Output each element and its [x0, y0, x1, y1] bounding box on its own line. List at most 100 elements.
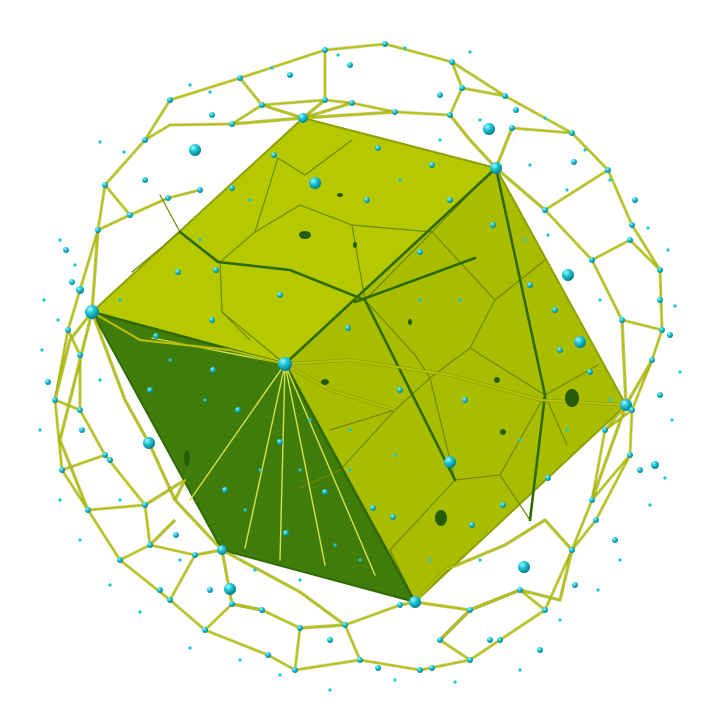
vertex-node-icon	[209, 317, 215, 323]
vertex-node-icon	[612, 537, 618, 543]
vertex-node-icon	[667, 332, 673, 338]
top-face-line	[221, 311, 286, 365]
wire-front-edge	[302, 102, 353, 119]
wire-front-edge	[621, 319, 627, 406]
vertex-node-icon	[447, 197, 453, 203]
face-subdivision-lines	[90, 139, 599, 604]
particle-dot-icon	[298, 578, 302, 582]
wire-back-edge	[591, 409, 633, 501]
wire-front-edge	[439, 609, 471, 641]
vertex-node-icon	[437, 92, 443, 98]
wireframe-back	[53, 42, 664, 672]
particle-dot-icon	[203, 398, 207, 402]
particle-dot-icon	[336, 53, 340, 57]
wire-front-edge	[519, 549, 573, 601]
vertex-node-icon	[65, 327, 71, 333]
vertex-node-icon	[571, 159, 577, 165]
hole-icon	[353, 242, 357, 248]
vertex-node-icon	[589, 257, 595, 263]
vertex-node-icon	[527, 282, 533, 288]
right-face-line	[499, 474, 531, 521]
particle-dot-icon	[38, 428, 42, 432]
vertex-node-icon	[469, 522, 475, 528]
vertex-node-icon	[587, 369, 593, 375]
vertex-node-large-icon	[490, 162, 502, 174]
particle-dot-icon	[565, 188, 569, 192]
vertex-node-icon	[327, 637, 333, 643]
wire-back-edge	[344, 604, 401, 661]
vertex-node-icon	[651, 461, 659, 469]
particle-dot-icon	[198, 238, 202, 242]
vertex-node-icon	[85, 507, 91, 513]
vertex-node-icon	[467, 607, 473, 613]
vertex-node-icon	[542, 207, 548, 213]
left-face-ray	[151, 337, 286, 365]
crease-line	[178, 230, 220, 264]
crease-line	[353, 256, 477, 304]
vertex-node-icon	[557, 347, 563, 353]
vertex-node-large-icon	[444, 456, 456, 468]
vertex-node-icon	[322, 47, 328, 53]
hole-icon	[494, 377, 500, 383]
vertex-node-icon	[502, 93, 508, 99]
vertex-node-icon	[77, 407, 83, 413]
particle-dot-icon	[278, 673, 282, 677]
vertex-node-icon	[259, 102, 265, 108]
vertex-node-icon	[229, 121, 235, 127]
vertex-node-icon	[462, 397, 468, 403]
vertex-node-icon	[657, 267, 663, 273]
vertex-node-icon	[382, 41, 388, 47]
particle-dot-icon	[393, 678, 397, 682]
particle-dot-icon	[546, 233, 550, 237]
vertex-node-icon	[265, 652, 271, 658]
vertex-node-icon	[537, 647, 543, 653]
wire-back-edge	[590, 259, 663, 332]
vertex-node-icon	[210, 367, 216, 373]
vertex-node-large-icon	[278, 357, 292, 371]
vertex-node-icon	[342, 622, 348, 628]
particle-dot-icon	[468, 50, 472, 54]
hole-icon	[184, 450, 190, 466]
vertex-node-icon	[629, 407, 635, 413]
particle-dot-icon	[478, 118, 482, 122]
particle-dot-icon	[238, 658, 242, 662]
particle-dot-icon	[188, 646, 192, 650]
wire-back-edge	[511, 127, 573, 134]
vertex-node-icon	[589, 497, 595, 503]
vertex-node-icon	[209, 112, 215, 118]
vertex-node-icon	[619, 317, 625, 323]
vertex-node-large-icon	[574, 336, 586, 348]
particle-dot-icon	[208, 90, 212, 94]
wire-front-edge	[221, 549, 233, 605]
vertex-node-icon	[237, 75, 243, 81]
vertex-node-icon	[207, 587, 213, 593]
vertex-node-large-icon	[224, 583, 236, 595]
left-face-ray	[244, 363, 286, 549]
particle-dot-icon	[56, 318, 60, 322]
vertex-node-icon	[153, 333, 159, 339]
particle-dot-icon	[458, 298, 462, 302]
vertex-node-icon	[487, 637, 493, 643]
particle-dot-icon	[58, 498, 62, 502]
vertex-node-icon	[202, 627, 208, 633]
vertex-node-icon	[45, 379, 51, 385]
vertex-node-large-icon	[562, 269, 574, 281]
right-face-line	[544, 394, 568, 446]
hole-icon	[500, 429, 506, 435]
wire-back-edge	[267, 549, 573, 671]
vertex-node-icon	[569, 130, 575, 136]
particle-dot-icon	[73, 263, 77, 267]
wire-front-edge	[54, 311, 93, 401]
left-face-ray	[279, 363, 286, 561]
particle-dot-icon	[608, 178, 612, 182]
vertex-node-large-icon	[518, 561, 530, 573]
wire-back-edge	[103, 183, 201, 217]
particle-dot-icon	[98, 378, 102, 382]
vertex-node-icon	[447, 112, 453, 118]
particle-dot-icon	[565, 428, 569, 432]
vertex-node-icon	[392, 109, 398, 115]
vertex-node-icon	[127, 212, 133, 218]
particle-dot-icon	[108, 583, 112, 587]
vertex-node-icon	[165, 195, 171, 201]
vertex-node-icon	[397, 387, 403, 393]
